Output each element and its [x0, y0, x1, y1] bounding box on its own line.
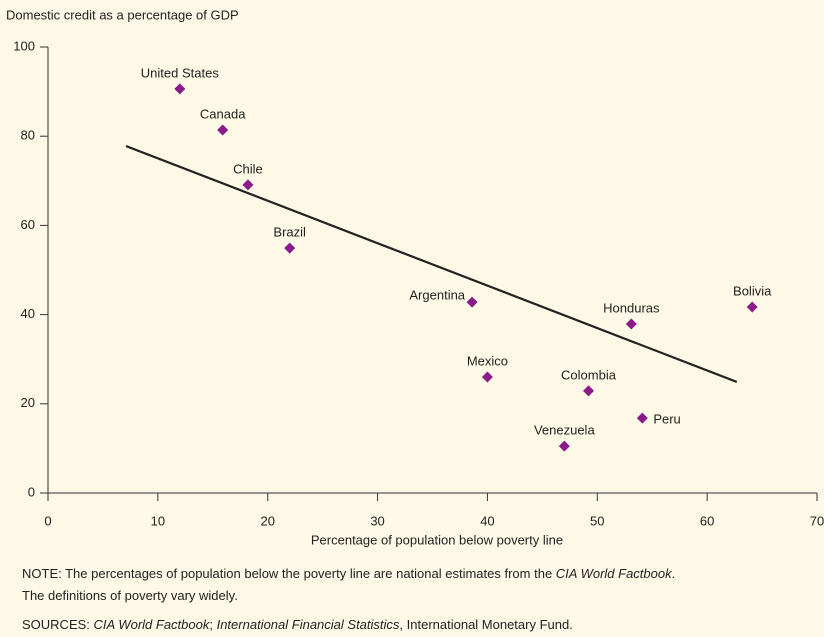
note-part: International Financial Statistics [217, 617, 400, 632]
x-tick-label: 60 [700, 513, 714, 528]
x-tick-label: 50 [590, 513, 604, 528]
note: NOTE: The percentages of population belo… [22, 566, 675, 581]
x-tick-label: 20 [260, 513, 274, 528]
note-part: The definitions of poverty vary widely. [22, 588, 238, 603]
point-label: Mexico [467, 353, 508, 368]
note-part: SOURCES: [22, 617, 94, 632]
note: The definitions of poverty vary widely. [22, 588, 238, 603]
point [217, 124, 229, 136]
point-label: United States [141, 65, 220, 80]
point-label: Honduras [603, 300, 660, 315]
point-label: Peru [653, 412, 680, 427]
note-part: NOTE: The percentages of population belo… [22, 566, 556, 581]
note: SOURCES: CIA World Factbook; Internation… [22, 617, 573, 632]
y-tick-label: 100 [13, 38, 35, 53]
trend-line [125, 144, 738, 383]
point-label: Venezuela [534, 423, 595, 438]
point [625, 318, 637, 330]
point-label: Chile [233, 161, 263, 176]
y-tick-label: 80 [21, 128, 35, 143]
x-tick-label: 40 [480, 513, 494, 528]
x-axis-label: Percentage of population below poverty l… [311, 532, 563, 547]
point [636, 412, 648, 424]
point [174, 83, 186, 95]
y-tick-label: 40 [21, 306, 35, 321]
note-part: . [672, 566, 676, 581]
note-part: ; [209, 617, 216, 632]
y-tick-label: 60 [21, 217, 35, 232]
point-label: Bolivia [733, 283, 772, 298]
x-tick-label: 0 [44, 513, 51, 528]
note-part: , International Monetary Fund. [399, 617, 572, 632]
y-tick-label: 20 [21, 395, 35, 410]
point [242, 179, 254, 191]
y-tick-label: 0 [28, 484, 35, 499]
point [746, 301, 758, 313]
y-axis-label: Domestic credit as a percentage of GDP [6, 7, 239, 22]
point [582, 385, 594, 397]
point [284, 242, 296, 254]
note-part: CIA World Factbook [556, 566, 673, 581]
x-tick-label: 10 [151, 513, 165, 528]
point [481, 371, 493, 383]
point-label: Brazil [273, 225, 306, 240]
point-label: Argentina [409, 288, 465, 303]
x-tick-label: 30 [370, 513, 384, 528]
point-label: Canada [200, 106, 246, 121]
point [558, 440, 570, 452]
point-label: Colombia [561, 367, 617, 382]
point [466, 296, 478, 308]
x-tick-label: 70 [810, 513, 824, 528]
note-part: CIA World Factbook [94, 617, 211, 632]
